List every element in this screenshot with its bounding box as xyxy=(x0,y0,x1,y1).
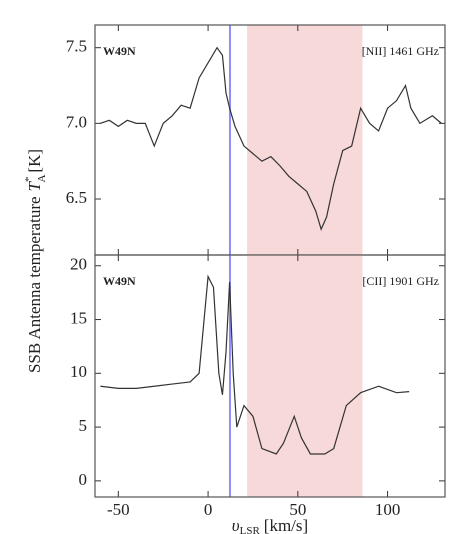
x-label-sub: LSR xyxy=(240,525,261,534)
x-tick-label: -50 xyxy=(107,500,130,519)
y-label-sup: * xyxy=(23,177,35,183)
y-label-text: SSB Antenna temperature xyxy=(25,196,44,373)
line-label: [CII] 1901 GHz xyxy=(362,274,439,288)
source-label: W49N xyxy=(103,274,136,288)
x-tick-label: 100 xyxy=(375,500,401,519)
plot-frame xyxy=(94,254,446,498)
y-tick-label: 10 xyxy=(70,362,87,381)
source-label: W49N xyxy=(103,44,136,58)
line-label: [NII] 1461 GHz xyxy=(362,44,439,58)
y-tick-label: 6.5 xyxy=(66,188,87,207)
shaded-region xyxy=(247,25,363,255)
spectrum-line xyxy=(100,46,442,232)
y-tick-label: 15 xyxy=(70,308,87,327)
y-tick-label: 5 xyxy=(79,416,88,435)
x-tick-label: 50 xyxy=(289,500,306,519)
y-tick-label: 7.5 xyxy=(66,37,87,56)
y-tick-label: 0 xyxy=(79,470,88,489)
y-label-unit: [K] xyxy=(25,149,44,173)
y-label-symbol: T xyxy=(25,180,44,191)
y-label-sub: A xyxy=(36,175,48,183)
x-tick-label: 0 xyxy=(204,500,213,519)
x-label-unit: [km/s] xyxy=(264,516,308,534)
y-axis-label: SSB Antenna temperature T*A [K] xyxy=(23,149,48,373)
y-tick-label: 20 xyxy=(70,255,87,274)
x-axis-label: υLSR [km/s] xyxy=(232,516,308,534)
spectrum-line xyxy=(100,274,410,455)
shaded-region xyxy=(247,255,363,497)
x-label-symbol: υ xyxy=(232,516,240,534)
y-tick-label: 7.0 xyxy=(66,112,87,131)
